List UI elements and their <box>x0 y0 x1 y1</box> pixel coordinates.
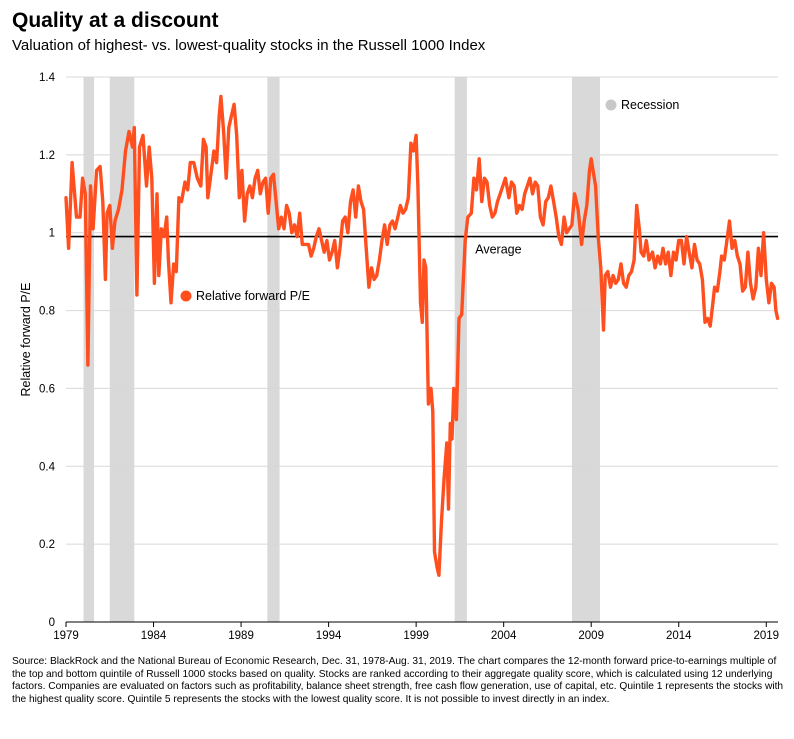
recession-band-2 <box>267 77 280 622</box>
recession-band-4 <box>571 77 600 622</box>
y-tick-label: 0 <box>49 617 55 629</box>
y-tick-labels: 0 0.2 0.4 0.6 0.8 1 1.2 1.4 <box>39 72 56 629</box>
series-line-relative-forward-pe <box>64 94 780 577</box>
x-tick-label: 2019 <box>753 630 779 642</box>
y-gridlines <box>66 76 778 545</box>
line-chart: 0 0.2 0.4 0.6 0.8 1 1.2 1.4 1979 1984 1989 1994 199… <box>19 72 780 642</box>
x-tick-label: 1989 <box>228 630 254 642</box>
x-tick-label: 1979 <box>53 630 79 642</box>
x-tick-label: 2004 <box>491 630 517 642</box>
y-tick-label: 1.4 <box>39 72 56 84</box>
x-tick-label: 1994 <box>316 630 342 642</box>
source-note: Source: BlackRock and the National Burea… <box>12 656 784 705</box>
x-tick-labels: 1979 1984 1989 1994 1999 2004 2009 2014 2019 <box>53 622 779 642</box>
y-axis-label: Relative forward P/E <box>19 283 33 397</box>
chart-subtitle: Valuation of highest- vs. lowest-quality… <box>12 37 486 54</box>
y-tick-label: 0.2 <box>39 539 55 551</box>
x-tick-label: 2014 <box>666 630 692 642</box>
legend-series-marker <box>180 290 192 302</box>
recession-band-1 <box>109 77 135 622</box>
x-tick-label: 1999 <box>403 630 429 642</box>
legend-series-label: Relative forward P/E <box>196 289 310 303</box>
legend-recession-marker <box>605 99 617 111</box>
y-tick-label: 0.6 <box>39 383 55 395</box>
x-tick-label: 1984 <box>141 630 167 642</box>
y-tick-label: 0.8 <box>39 306 55 318</box>
recession-band-3 <box>454 77 467 622</box>
average-label: Average <box>475 243 521 257</box>
x-tick-label: 2009 <box>578 630 604 642</box>
recession-bands <box>83 77 600 622</box>
chart-title: Quality at a discount <box>12 9 219 32</box>
y-tick-label: 0.4 <box>39 461 56 473</box>
y-tick-label: 1.2 <box>39 150 55 162</box>
y-tick-label: 1 <box>49 228 55 240</box>
legend-recession-label: Recession <box>621 98 679 112</box>
